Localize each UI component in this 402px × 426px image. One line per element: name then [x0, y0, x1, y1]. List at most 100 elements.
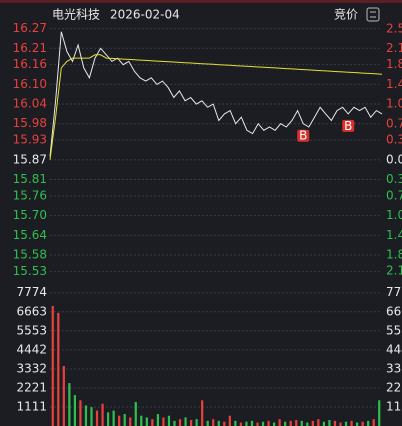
y-tick-label: 7774 [16, 285, 47, 299]
y-tick-label: 15.76 [13, 188, 47, 202]
date: 2026-02-04 [110, 8, 180, 22]
y-tick-label: 15.81 [13, 172, 47, 186]
y2-tick-label: 777 [386, 285, 402, 299]
volume-bar [140, 415, 143, 426]
volume-bar [355, 422, 359, 426]
y2-tick-label: 333 [386, 361, 402, 375]
volume-bar [333, 420, 337, 426]
volume-bar [272, 422, 276, 426]
volume-bar [339, 422, 342, 426]
volume-bar [261, 421, 265, 426]
y-tick-label: 15.58 [13, 248, 47, 262]
y2-tick-label: 0.7 [386, 188, 402, 202]
y2-tick-label: 0.3 [386, 133, 402, 147]
volume-bar [84, 405, 88, 426]
volume-bar [289, 420, 292, 426]
volume-bar [361, 421, 364, 426]
y2-tick-label: 2.1 [386, 264, 402, 278]
volume-bar [156, 414, 160, 426]
y-tick-label: 16.10 [13, 77, 47, 91]
auction-button[interactable]: 竞价 [334, 8, 358, 22]
volume-bar [328, 420, 331, 426]
volume-bar [256, 422, 259, 426]
y2-tick-label: 1.0 [386, 208, 402, 222]
y-tick-label: 15.70 [13, 208, 47, 222]
volume-bar [129, 417, 132, 426]
settings-icon[interactable] [366, 7, 380, 22]
y-tick-label: 3332 [16, 361, 47, 375]
volume-bar [73, 395, 77, 426]
volume-bar [178, 419, 182, 426]
y-tick-label: 2221 [16, 380, 47, 394]
top-strip [0, 0, 402, 3]
volume-bar [300, 420, 303, 426]
y2-tick-label: 1.4 [386, 228, 402, 242]
y-tick-label: 6663 [16, 304, 47, 318]
y2-tick-label: 1.8 [386, 248, 402, 262]
volume-bar [223, 421, 226, 426]
y2-tick-label: 555 [386, 323, 402, 337]
volume-bar [284, 421, 287, 426]
y2-tick-label: 2.5 [386, 21, 402, 35]
volume-bar [201, 400, 204, 426]
buy-marker [342, 119, 355, 132]
volume-bar [250, 420, 254, 426]
volume-bar [245, 421, 248, 426]
volume-bar [90, 407, 93, 426]
volume-bar [68, 383, 71, 426]
y-tick-label: 4442 [16, 342, 47, 356]
buy-marker [297, 129, 310, 142]
y-tick-label: 15.87 [13, 152, 47, 166]
buy-marker-label: B [344, 119, 352, 133]
volume-bar [306, 422, 309, 426]
y2-tick-label: 666 [386, 304, 402, 318]
volume-bar [267, 420, 270, 426]
volume-bar [195, 419, 198, 426]
y2-tick-label: 1.8 [386, 57, 402, 71]
y-tick-label: 15.53 [13, 264, 47, 278]
volume-bar [217, 420, 220, 426]
volume-bar [184, 417, 187, 426]
volume-bar [322, 421, 326, 426]
volume-bar [118, 415, 121, 426]
volume-bar [57, 312, 60, 426]
volume-bar [123, 414, 126, 426]
y2-tick-label: 444 [386, 342, 402, 356]
volume-bar [344, 421, 348, 426]
price-line [49, 31, 383, 157]
y2-tick-label: 1.4 [386, 77, 402, 91]
y-tick-label: 16.16 [13, 57, 47, 71]
y2-tick-label: 0.0 [386, 152, 402, 166]
y-tick-label: 1111 [16, 399, 47, 413]
volume-bar [372, 419, 375, 426]
volume-bar [189, 420, 193, 426]
volume-bar [206, 420, 209, 426]
volume-bar [151, 419, 154, 426]
volume-bar [112, 410, 115, 426]
volume-bar [228, 415, 231, 426]
volume-bar [167, 415, 171, 426]
y-tick-label: 16.27 [13, 21, 47, 35]
volume-bar [317, 419, 320, 426]
y2-tick-label: 1.0 [386, 97, 402, 111]
volume-bar [95, 410, 99, 426]
y2-tick-label: 0.7 [386, 116, 402, 130]
volume-bar [311, 420, 314, 426]
volume-bar [173, 420, 176, 426]
y-tick-label: 15.98 [13, 116, 47, 130]
volume-bar [367, 420, 370, 426]
y-tick-label: 5553 [16, 323, 47, 337]
volume-bar [295, 420, 298, 426]
volume-bar [162, 417, 165, 426]
price-line [49, 54, 383, 160]
volume-bar [145, 417, 148, 426]
volume-bar [212, 419, 215, 426]
volume-bar [234, 420, 237, 426]
y-tick-label: 15.93 [13, 133, 47, 147]
buy-marker-label: B [299, 129, 307, 143]
volume-bar [101, 403, 104, 426]
volume-bar [79, 400, 82, 426]
volume-bar [350, 420, 353, 426]
